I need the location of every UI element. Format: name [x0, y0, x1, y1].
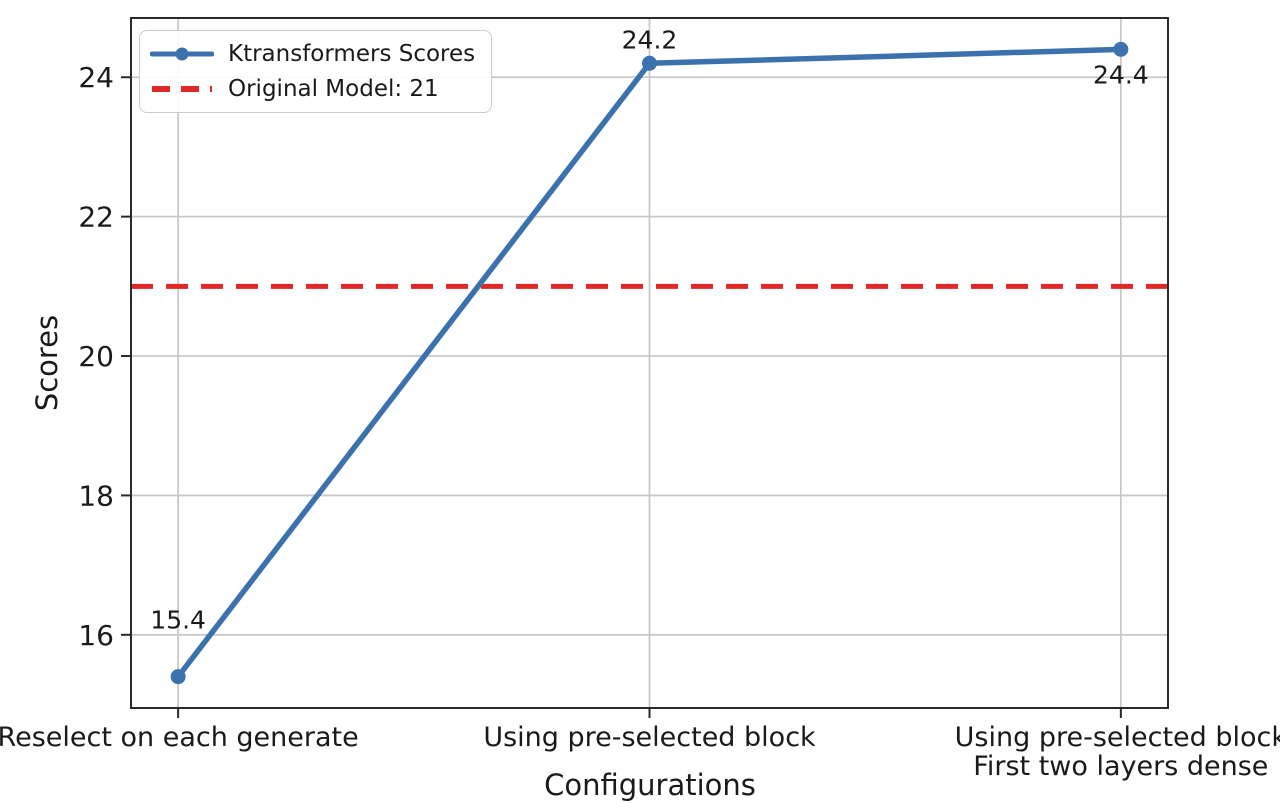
- line-marker-swatch-icon: [150, 47, 214, 61]
- x-tick-label: Using pre-selected block: [955, 722, 1280, 753]
- legend-label-reference: Original Model: 21: [228, 76, 439, 102]
- data-point-marker: [642, 55, 657, 71]
- y-tick-label: 20: [78, 340, 114, 373]
- y-tick-label: 24: [78, 61, 114, 94]
- data-point-label: 24.4: [1093, 60, 1149, 89]
- legend: Ktransformers Scores Original Model: 21: [139, 30, 493, 113]
- y-axis-label: Scores: [30, 314, 64, 412]
- x-axis-label: Configurations: [544, 768, 756, 802]
- legend-label-series: Ktransformers Scores: [228, 41, 476, 67]
- x-tick-label: First two layers dense: [973, 751, 1268, 782]
- data-point-marker: [1113, 41, 1129, 57]
- data-point-label: 15.4: [150, 606, 206, 635]
- x-tick-label: Reselect on each generate: [0, 722, 359, 753]
- legend-item-series: Ktransformers Scores: [150, 41, 475, 67]
- y-tick-label: 18: [78, 479, 114, 512]
- dashed-line-swatch-icon: [152, 86, 212, 92]
- x-tick-label: Using pre-selected block: [483, 722, 816, 753]
- data-point-marker: [170, 669, 186, 685]
- data-point-label: 24.2: [622, 25, 678, 54]
- y-tick-label: 22: [78, 201, 114, 234]
- legend-item-reference: Original Model: 21: [150, 76, 475, 102]
- y-tick-label: 16: [78, 619, 114, 652]
